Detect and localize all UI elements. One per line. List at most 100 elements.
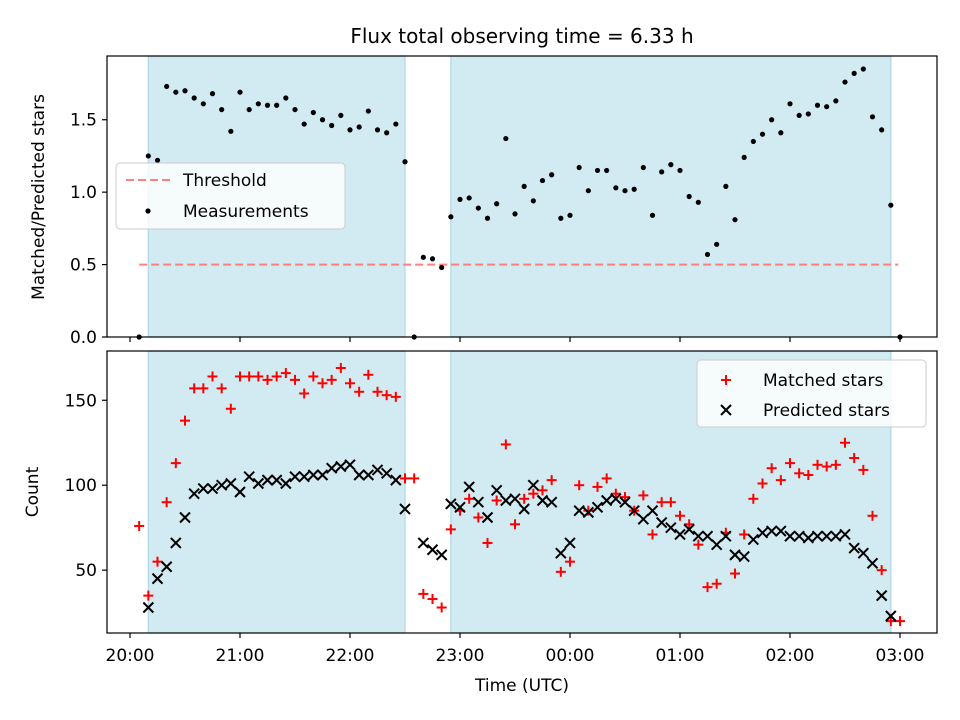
top-y-ticks: 0.0 0.5 1.0 1.5 — [70, 111, 107, 348]
matched-star-point — [565, 556, 575, 567]
matched-star-point — [867, 510, 878, 521]
predicted-star-point — [839, 528, 851, 541]
matched-star-point — [354, 386, 365, 397]
y-tick-label: 1.5 — [70, 111, 97, 131]
predicted-star-point — [885, 610, 897, 622]
predicted-star-point — [371, 464, 384, 476]
predicted-star-point — [380, 467, 393, 480]
matched-star-point — [739, 529, 750, 540]
matched-star-point — [647, 529, 658, 540]
measurement-point — [659, 169, 665, 175]
bottom-y-ticks: 50 100 150 — [65, 391, 107, 581]
bottom-y-axis-label: Count — [23, 466, 43, 517]
matched-star-point — [161, 497, 172, 508]
measurement-point — [539, 177, 546, 184]
predicted-star-point — [225, 477, 237, 490]
measurement-point — [741, 154, 747, 160]
measurement-point — [686, 193, 692, 200]
measurement-point — [164, 83, 170, 90]
matched-star-point — [858, 464, 869, 475]
top-x-ticks — [129, 337, 901, 342]
matched-star-point — [876, 565, 887, 576]
predicted-star-point — [325, 462, 338, 474]
y-tick-label: 1.0 — [70, 183, 97, 203]
y-tick-label: 100 — [65, 476, 97, 496]
x-tick-label: 01:00 — [656, 646, 705, 666]
matched-star-point — [528, 488, 539, 499]
y-tick-label: 0.5 — [70, 256, 97, 276]
matched-star-point — [317, 378, 328, 389]
predicted-star-point — [362, 469, 375, 481]
matched-star-point — [170, 458, 181, 469]
matched-star-point — [684, 519, 695, 530]
matched-star-point — [198, 383, 209, 394]
top-axes-frame — [106, 55, 938, 338]
matched-star-point — [335, 362, 346, 373]
matched-star-point — [757, 478, 768, 489]
matched-star-point — [482, 537, 493, 548]
measurement-point — [879, 127, 885, 133]
predicted-star-point — [399, 503, 411, 515]
x-tick-label: 20:00 — [106, 646, 155, 666]
matched-star-point — [143, 590, 154, 601]
matched-star-point — [345, 378, 355, 389]
predicted-star-point — [729, 549, 741, 561]
measurement-point — [255, 101, 261, 107]
predicted-star-point — [472, 496, 485, 508]
predicted-star-point — [765, 525, 778, 537]
measurement-point — [475, 205, 481, 211]
measurement-point — [402, 159, 408, 165]
predicted-star-point — [720, 530, 732, 542]
matched-star-point — [464, 493, 475, 504]
top-legend-box — [115, 162, 346, 230]
measurement-point — [787, 101, 793, 107]
measurement-point — [503, 135, 509, 142]
matched-star-point — [400, 473, 410, 484]
predicted-star-point — [830, 530, 842, 542]
matched-star-point — [445, 524, 456, 535]
x-tick-label: 22:00 — [326, 646, 375, 666]
predicted-star-point — [234, 486, 246, 498]
matched-star-point — [592, 481, 603, 492]
measurement-point — [264, 102, 271, 108]
measurement-point — [842, 79, 848, 85]
predicted-star-point — [665, 521, 677, 534]
matched-star-point — [290, 374, 300, 385]
x-tick-label: 03:00 — [876, 646, 925, 666]
y-tick-label: 0.0 — [70, 328, 97, 348]
matched-star-point — [271, 371, 282, 382]
y-tick-label: 50 — [75, 561, 97, 581]
measurement-point — [219, 106, 225, 113]
matched-star-point — [702, 582, 713, 593]
predicted-star-point — [747, 533, 760, 546]
predicted-star-point — [527, 479, 540, 491]
measurement-point — [805, 111, 811, 117]
predicted-star-point — [646, 504, 659, 517]
measurement-point — [283, 95, 289, 101]
measurement-point — [338, 112, 344, 118]
measurement-point — [182, 88, 188, 94]
measurements-legend-marker — [145, 208, 151, 214]
measurement-point — [292, 106, 298, 113]
measurement-point — [640, 164, 646, 171]
matched-star-point — [620, 492, 630, 503]
x-tick-label: 23:00 — [436, 646, 485, 666]
matched-star-point — [583, 505, 594, 516]
predicted-star-point — [564, 537, 576, 549]
matched-star-point — [253, 371, 264, 382]
matched-star-point — [418, 588, 429, 599]
measurement-point — [576, 164, 582, 171]
matched-star-point — [766, 463, 777, 474]
predicted-star-point — [875, 589, 888, 602]
measurement-point — [594, 167, 601, 174]
matched-star-point — [244, 371, 255, 382]
matched-star-point — [473, 512, 484, 523]
predicted-star-point — [545, 496, 558, 508]
predicted-star-point — [775, 525, 787, 537]
measurement-point — [521, 183, 527, 189]
measurement-point — [759, 131, 766, 137]
predicted-star-point — [591, 501, 604, 513]
predicted-star-point — [481, 511, 494, 524]
measurement-point — [860, 66, 866, 72]
